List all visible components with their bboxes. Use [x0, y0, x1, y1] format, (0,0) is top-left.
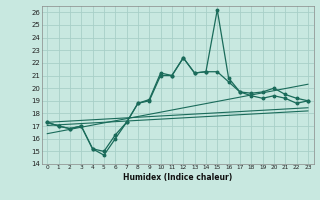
X-axis label: Humidex (Indice chaleur): Humidex (Indice chaleur): [123, 173, 232, 182]
